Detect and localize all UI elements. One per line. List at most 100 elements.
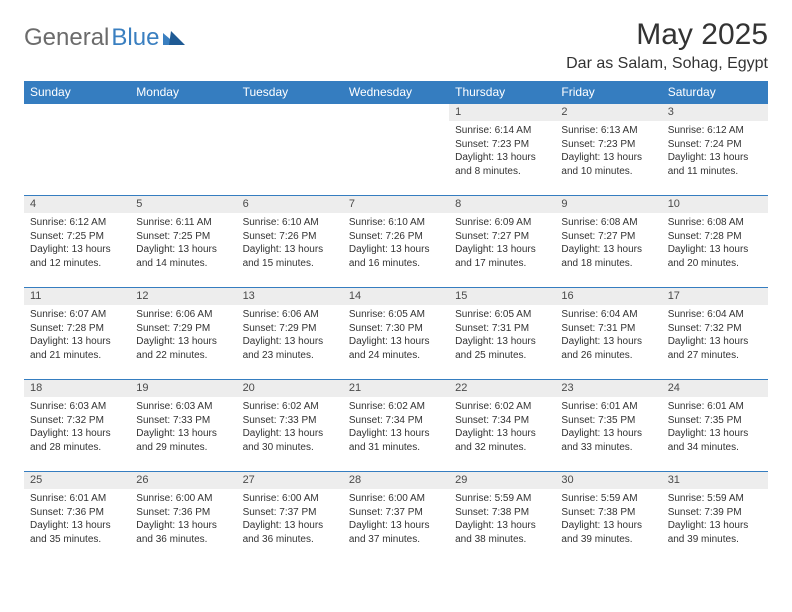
- calendar-day: 3Sunrise: 6:12 AMSunset: 7:24 PMDaylight…: [662, 104, 768, 196]
- day-number: 17: [662, 288, 768, 305]
- sunrise-text: Sunrise: 6:12 AM: [30, 216, 124, 230]
- sunset-text: Sunset: 7:27 PM: [455, 230, 549, 244]
- day-data: Sunrise: 6:03 AMSunset: 7:32 PMDaylight:…: [24, 397, 130, 458]
- daylight-text: Daylight: 13 hours and 12 minutes.: [30, 243, 124, 270]
- day-number: [237, 104, 343, 110]
- daylight-text: Daylight: 13 hours and 11 minutes.: [668, 151, 762, 178]
- calendar-week: 4Sunrise: 6:12 AMSunset: 7:25 PMDaylight…: [24, 196, 768, 288]
- daylight-text: Daylight: 13 hours and 16 minutes.: [349, 243, 443, 270]
- sunset-text: Sunset: 7:28 PM: [668, 230, 762, 244]
- day-data: Sunrise: 6:07 AMSunset: 7:28 PMDaylight:…: [24, 305, 130, 366]
- day-number: 19: [130, 380, 236, 397]
- calendar-day: 20Sunrise: 6:02 AMSunset: 7:33 PMDayligh…: [237, 380, 343, 472]
- sunrise-text: Sunrise: 5:59 AM: [561, 492, 655, 506]
- sunset-text: Sunset: 7:31 PM: [455, 322, 549, 336]
- day-number: 23: [555, 380, 661, 397]
- day-number: 5: [130, 196, 236, 213]
- calendar-day: 23Sunrise: 6:01 AMSunset: 7:35 PMDayligh…: [555, 380, 661, 472]
- day-number: 25: [24, 472, 130, 489]
- day-number: 2: [555, 104, 661, 121]
- sunrise-text: Sunrise: 6:00 AM: [136, 492, 230, 506]
- daylight-text: Daylight: 13 hours and 32 minutes.: [455, 427, 549, 454]
- calendar-day: 4Sunrise: 6:12 AMSunset: 7:25 PMDaylight…: [24, 196, 130, 288]
- day-number: 27: [237, 472, 343, 489]
- day-number: 29: [449, 472, 555, 489]
- sunset-text: Sunset: 7:26 PM: [243, 230, 337, 244]
- day-data: Sunrise: 6:11 AMSunset: 7:25 PMDaylight:…: [130, 213, 236, 274]
- day-data: Sunrise: 5:59 AMSunset: 7:38 PMDaylight:…: [555, 489, 661, 550]
- calendar-body: 1 Sunrise: 6:14 AM Sunset: 7:23 PM Daylight…: [24, 104, 768, 564]
- day-number: 10: [662, 196, 768, 213]
- sunrise-text: Sunrise: 6:04 AM: [668, 308, 762, 322]
- day-data: Sunrise: 6:12 AMSunset: 7:25 PMDaylight:…: [24, 213, 130, 274]
- sunrise-text: Sunrise: 6:00 AM: [243, 492, 337, 506]
- sunrise-text: Sunrise: 6:02 AM: [349, 400, 443, 414]
- sunrise-text: Sunrise: 6:03 AM: [30, 400, 124, 414]
- day-number: 7: [343, 196, 449, 213]
- calendar-day: 15Sunrise: 6:05 AMSunset: 7:31 PMDayligh…: [449, 288, 555, 380]
- daylight-text: Daylight: 13 hours and 17 minutes.: [455, 243, 549, 270]
- day-number: 11: [24, 288, 130, 305]
- calendar-week: 11Sunrise: 6:07 AMSunset: 7:28 PMDayligh…: [24, 288, 768, 380]
- sunset-text: Sunset: 7:39 PM: [668, 506, 762, 520]
- day-number: 12: [130, 288, 236, 305]
- sunrise-text: Sunrise: 6:01 AM: [668, 400, 762, 414]
- daylight-text: Daylight: 13 hours and 36 minutes.: [243, 519, 337, 546]
- calendar-day: 30Sunrise: 5:59 AMSunset: 7:38 PMDayligh…: [555, 472, 661, 564]
- sunset-text: Sunset: 7:34 PM: [455, 414, 549, 428]
- day-number: 28: [343, 472, 449, 489]
- dayname-tuesday: Tuesday: [237, 81, 343, 104]
- dayname-friday: Friday: [555, 81, 661, 104]
- header: GeneralBlue May 2025 Dar as Salam, Sohag…: [24, 18, 768, 73]
- day-data: Sunrise: 6:04 AMSunset: 7:32 PMDaylight:…: [662, 305, 768, 366]
- calendar-day: [24, 104, 130, 196]
- calendar-day: 2Sunrise: 6:13 AMSunset: 7:23 PMDaylight…: [555, 104, 661, 196]
- sunset-text: Sunset: 7:35 PM: [561, 414, 655, 428]
- sunset-text: Sunset: 7:30 PM: [349, 322, 443, 336]
- calendar-week: 25Sunrise: 6:01 AMSunset: 7:36 PMDayligh…: [24, 472, 768, 564]
- daylight-text: Daylight: 13 hours and 35 minutes.: [30, 519, 124, 546]
- sunset-text: Sunset: 7:31 PM: [561, 322, 655, 336]
- daylight-text: Daylight: 13 hours and 30 minutes.: [243, 427, 337, 454]
- calendar-week: 1 Sunrise: 6:14 AM Sunset: 7:23 PM Daylight…: [24, 104, 768, 196]
- calendar-day: [130, 104, 236, 196]
- sunrise-text: Sunrise: 6:06 AM: [243, 308, 337, 322]
- logo-triangle-icon: [163, 29, 185, 50]
- day-data: Sunrise: 6:03 AMSunset: 7:33 PMDaylight:…: [130, 397, 236, 458]
- title-block: May 2025 Dar as Salam, Sohag, Egypt: [566, 18, 768, 73]
- sunset-text: Sunset: 7:35 PM: [668, 414, 762, 428]
- sunset-text: Sunset: 7:24 PM: [668, 138, 762, 152]
- daylight-text: Daylight: 13 hours and 27 minutes.: [668, 335, 762, 362]
- day-data: Sunrise: 6:10 AMSunset: 7:26 PMDaylight:…: [343, 213, 449, 274]
- day-number: 1: [449, 104, 555, 121]
- sunrise-text: Sunrise: 6:03 AM: [136, 400, 230, 414]
- day-data: Sunrise: 6:01 AMSunset: 7:36 PMDaylight:…: [24, 489, 130, 550]
- sunrise-text: Sunrise: 6:14 AM: [455, 124, 549, 138]
- sunset-text: Sunset: 7:23 PM: [561, 138, 655, 152]
- day-data: Sunrise: 6:10 AMSunset: 7:26 PMDaylight:…: [237, 213, 343, 274]
- sunrise-text: Sunrise: 6:08 AM: [561, 216, 655, 230]
- sunset-text: Sunset: 7:38 PM: [455, 506, 549, 520]
- sunrise-text: Sunrise: 6:11 AM: [136, 216, 230, 230]
- day-data: Sunrise: 6:04 AMSunset: 7:31 PMDaylight:…: [555, 305, 661, 366]
- dayname-monday: Monday: [130, 81, 236, 104]
- day-data: Sunrise: 6:02 AMSunset: 7:34 PMDaylight:…: [343, 397, 449, 458]
- calendar-day: 12Sunrise: 6:06 AMSunset: 7:29 PMDayligh…: [130, 288, 236, 380]
- day-number: 26: [130, 472, 236, 489]
- calendar-table: Sunday Monday Tuesday Wednesday Thursday…: [24, 81, 768, 564]
- day-data: Sunrise: 6:01 AMSunset: 7:35 PMDaylight:…: [555, 397, 661, 458]
- day-number: 21: [343, 380, 449, 397]
- dayname-thursday: Thursday: [449, 81, 555, 104]
- sunrise-text: Sunrise: 6:12 AM: [668, 124, 762, 138]
- sunrise-text: Sunrise: 6:09 AM: [455, 216, 549, 230]
- calendar-day: 25Sunrise: 6:01 AMSunset: 7:36 PMDayligh…: [24, 472, 130, 564]
- sunrise-text: Sunrise: 6:02 AM: [455, 400, 549, 414]
- calendar-day: 5Sunrise: 6:11 AMSunset: 7:25 PMDaylight…: [130, 196, 236, 288]
- calendar-day: 28Sunrise: 6:00 AMSunset: 7:37 PMDayligh…: [343, 472, 449, 564]
- day-data: Sunrise: 6:09 AMSunset: 7:27 PMDaylight:…: [449, 213, 555, 274]
- calendar-day: 21Sunrise: 6:02 AMSunset: 7:34 PMDayligh…: [343, 380, 449, 472]
- day-data: Sunrise: 5:59 AMSunset: 7:38 PMDaylight:…: [449, 489, 555, 550]
- day-number: [24, 104, 130, 110]
- daylight-text: Daylight: 13 hours and 39 minutes.: [668, 519, 762, 546]
- calendar-day: 6Sunrise: 6:10 AMSunset: 7:26 PMDaylight…: [237, 196, 343, 288]
